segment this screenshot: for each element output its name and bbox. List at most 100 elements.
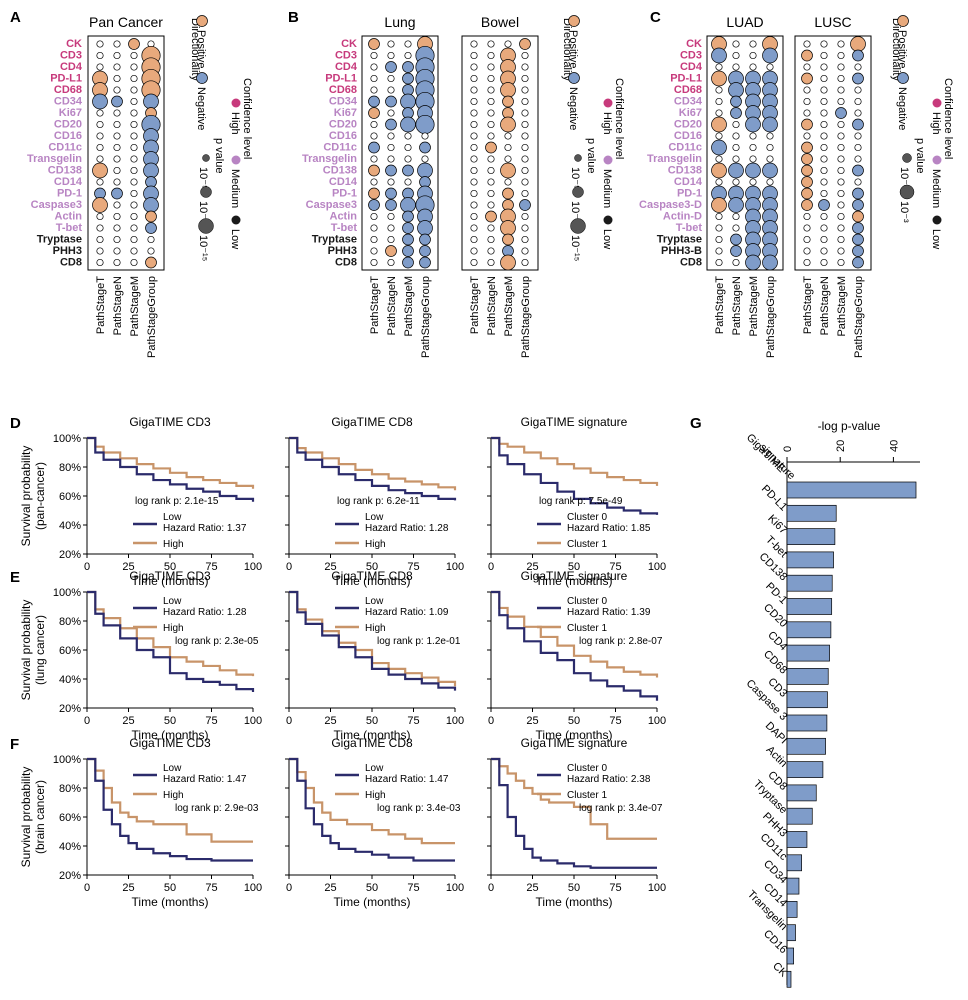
dot-CD16 — [521, 132, 529, 140]
dot-Transgelin — [854, 155, 862, 163]
dot-Transgelin — [470, 155, 478, 163]
dot-CD16 — [96, 132, 104, 140]
marker-label: Caspase3 — [306, 199, 357, 211]
bar-CD34 — [786, 877, 800, 895]
km-x-tick-label: 0 — [286, 715, 292, 727]
dot-Caspase3-D — [837, 201, 845, 209]
dot-PD-L1 — [521, 74, 529, 83]
dot-CD138 — [113, 166, 121, 175]
dot-grid-frame — [794, 35, 872, 271]
dot-CD20 — [837, 120, 845, 129]
dot-Tryptase — [387, 235, 395, 244]
dot-PHH3 — [419, 245, 431, 257]
marker-label: CK — [341, 38, 357, 50]
stage-label: PathStageN — [386, 276, 398, 335]
marker-label: Transgelin — [27, 153, 82, 165]
dot-CD4 — [130, 63, 138, 71]
dot-Tryptase — [419, 233, 431, 246]
km-x-tick-label: 0 — [488, 882, 494, 894]
km-hazard-ratio: Hazard Ratio: 1.47 — [365, 774, 449, 785]
dot-Tryptase — [130, 235, 138, 244]
dot-CK — [504, 40, 512, 48]
marker-label: CD16 — [674, 130, 702, 142]
marker-label: Ki67 — [59, 107, 82, 119]
marker-label: CD3 — [335, 50, 357, 62]
panel-letter-B: B — [288, 9, 299, 26]
dot-CD14 — [96, 178, 104, 186]
bar-category-label: PD-L1 — [759, 483, 790, 514]
km-legend-high-label: High — [163, 790, 184, 801]
km-legend-high-label: High — [163, 623, 184, 634]
km-curve-high — [491, 590, 659, 678]
dot-PHH3 — [370, 247, 378, 255]
dot-CD4 — [820, 63, 828, 71]
dot-CD138 — [711, 162, 727, 179]
dot-PHH3-B — [837, 247, 845, 255]
dot-CD16 — [820, 132, 828, 140]
dot-CD138 — [470, 166, 478, 175]
dot-Tryptase — [820, 235, 828, 244]
km-curve-high — [491, 757, 657, 840]
km-y-tick-label: 60% — [59, 645, 81, 657]
legend-conf-label-medium: Medium — [229, 169, 241, 208]
km-curve-low — [491, 436, 659, 515]
dot-CD3 — [96, 51, 104, 60]
bar-CD11c — [786, 854, 802, 872]
dot-CD11c — [404, 143, 412, 152]
marker-label: CD14 — [674, 176, 703, 188]
dot-CD3 — [387, 51, 395, 60]
km-x-tick-label: 50 — [164, 715, 176, 727]
dot-Caspase3 — [519, 199, 531, 211]
legend-pvalue-dot — [574, 154, 582, 162]
km-x-tick-label: 25 — [526, 882, 538, 894]
marker-label: CD14 — [54, 176, 83, 188]
dot-CD4 — [385, 61, 397, 73]
dot-CK — [404, 40, 412, 48]
dot-Actin — [130, 212, 138, 221]
km-x-tick-label: 0 — [286, 561, 292, 573]
stage-label: PathStageGroup — [765, 276, 777, 358]
dot-CD138 — [837, 166, 845, 175]
legend-pvalue-label: 10⁻¹⁵ — [569, 235, 581, 261]
dot-CD138 — [852, 164, 864, 177]
dot-Tryptase — [852, 233, 864, 246]
dot-PD-L1 — [711, 70, 727, 87]
dot-CD8 — [113, 258, 121, 267]
dot-CD11c — [387, 143, 395, 152]
stage-label: PathStageM — [129, 276, 141, 337]
dot-CD34 — [521, 97, 529, 106]
dot-CK — [732, 40, 740, 48]
dot-Tryptase — [147, 235, 155, 244]
km-x-tick-label: 50 — [164, 561, 176, 573]
dot-CD14 — [130, 178, 138, 186]
dot-Transgelin — [113, 155, 121, 163]
bar-CD20 — [786, 621, 832, 639]
km-xlabel: Time (months) — [334, 728, 411, 742]
dot-grid-frame — [461, 35, 539, 271]
km-title: GigaTIME CD3 — [129, 569, 211, 583]
bar-T-bet — [786, 551, 834, 569]
stage-label: PathStageM — [403, 276, 415, 337]
km-ylabel-sub: (lung cancer) — [33, 615, 47, 685]
stage-label: PathStageN — [819, 276, 831, 335]
dot-Tryptase — [96, 235, 104, 244]
dot-CD4 — [113, 63, 121, 71]
dot-CD8 — [715, 258, 723, 267]
dot-PHH3 — [521, 247, 529, 255]
dot-Actin-D — [732, 212, 740, 221]
bar-category-label: CD20 — [761, 602, 789, 630]
dot-CD11c — [749, 143, 757, 152]
dot-PD-L1 — [801, 72, 813, 85]
km-x-tick-label: 0 — [488, 715, 494, 727]
dot-CD3 — [820, 51, 828, 60]
dot-CD14 — [749, 178, 757, 186]
dot-CD16 — [715, 132, 723, 140]
km-logrank: log rank p: 3.4e-07 — [579, 803, 663, 814]
dot-grid-frame — [87, 35, 165, 271]
panel-letter-G: G — [690, 415, 702, 432]
stage-label: PathStageGroup — [420, 276, 432, 358]
dot-CD3 — [711, 47, 727, 64]
dot-CD20 — [711, 116, 727, 133]
marker-label: PD-1 — [57, 188, 82, 200]
legend-negative-label: Negative — [195, 87, 207, 130]
